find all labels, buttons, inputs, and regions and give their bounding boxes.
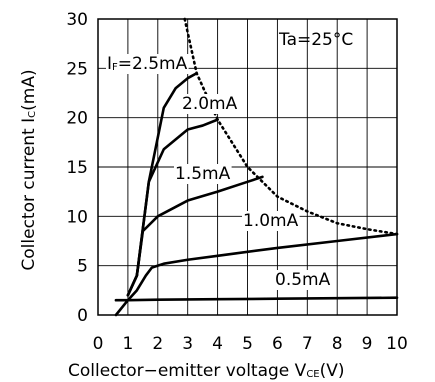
x-tick-label-9: 9 [362, 334, 373, 354]
y-tick-label-30: 30 [66, 10, 88, 30]
y-axis-title: Collector current IC(mA) [19, 69, 39, 270]
plot-border [97, 18, 398, 316]
x-tick-label-7: 7 [302, 334, 313, 354]
series-label-background [242, 211, 300, 231]
x-tick-label-5: 5 [242, 334, 253, 354]
y-axis-title-main: Collector current I [19, 118, 39, 271]
y-tick-label-10: 10 [66, 207, 88, 227]
x-axis-title-main: Collector−emitter voltage V [68, 361, 307, 381]
series-label-background [274, 270, 332, 290]
x-tick-label-8: 8 [332, 334, 343, 354]
x-tick-label-1: 1 [122, 334, 133, 354]
series-label-1.5mA: 1.5mA [175, 164, 231, 184]
x-axis-title-sub: CE [306, 369, 319, 380]
temperature-annotation: Ta=25°C [278, 30, 353, 50]
x-tick-label-10: 10 [386, 334, 408, 354]
x-axis-title: Collector−emitter voltage VCE(V) [68, 361, 345, 381]
series-label-background [106, 54, 189, 74]
series-label-2.5mA: IF=2.5mA [107, 54, 188, 74]
x-tick-label-2: 2 [152, 334, 163, 354]
y-axis-title-sub: C [27, 111, 38, 118]
series-label-0.5mA: 0.5mA [275, 270, 331, 290]
series-labels: 0.5mA 1.0mA 1.5mA 2.0mA IF=2.5mA [106, 54, 332, 290]
y-tick-label-5: 5 [77, 257, 88, 277]
y-tick-label-25: 25 [66, 59, 88, 79]
series-curves [114, 71, 399, 317]
curve-if-1.0mA [114, 232, 399, 317]
series-label-background [181, 94, 239, 114]
curve-if-2.5mA [126, 71, 198, 297]
y-tick-label-15: 15 [66, 158, 88, 178]
x-axis-title-unit: (V) [320, 361, 345, 381]
x-tick-label-3: 3 [182, 334, 193, 354]
series-label-prefix: I [107, 54, 112, 74]
dissipation-boundary [183, 17, 399, 236]
series-label-2.0mA: 2.0mA [182, 94, 238, 114]
y-tick-label-20: 20 [66, 109, 88, 129]
y-axis-title-unit: (mA) [19, 69, 39, 110]
y-tick-label-0: 0 [77, 306, 88, 326]
x-tick-label-6: 6 [272, 334, 283, 354]
series-label-1.0mA: 1.0mA [243, 211, 299, 231]
dissipation-boundary-curve [183, 17, 399, 236]
plot-frame [97, 18, 398, 316]
x-tick-label-0: 0 [93, 334, 104, 354]
x-tick-label-4: 4 [212, 334, 223, 354]
series-label-background [174, 164, 232, 184]
series-label-value: =2.5mA [118, 54, 188, 74]
series-label-sub: F [112, 62, 118, 73]
